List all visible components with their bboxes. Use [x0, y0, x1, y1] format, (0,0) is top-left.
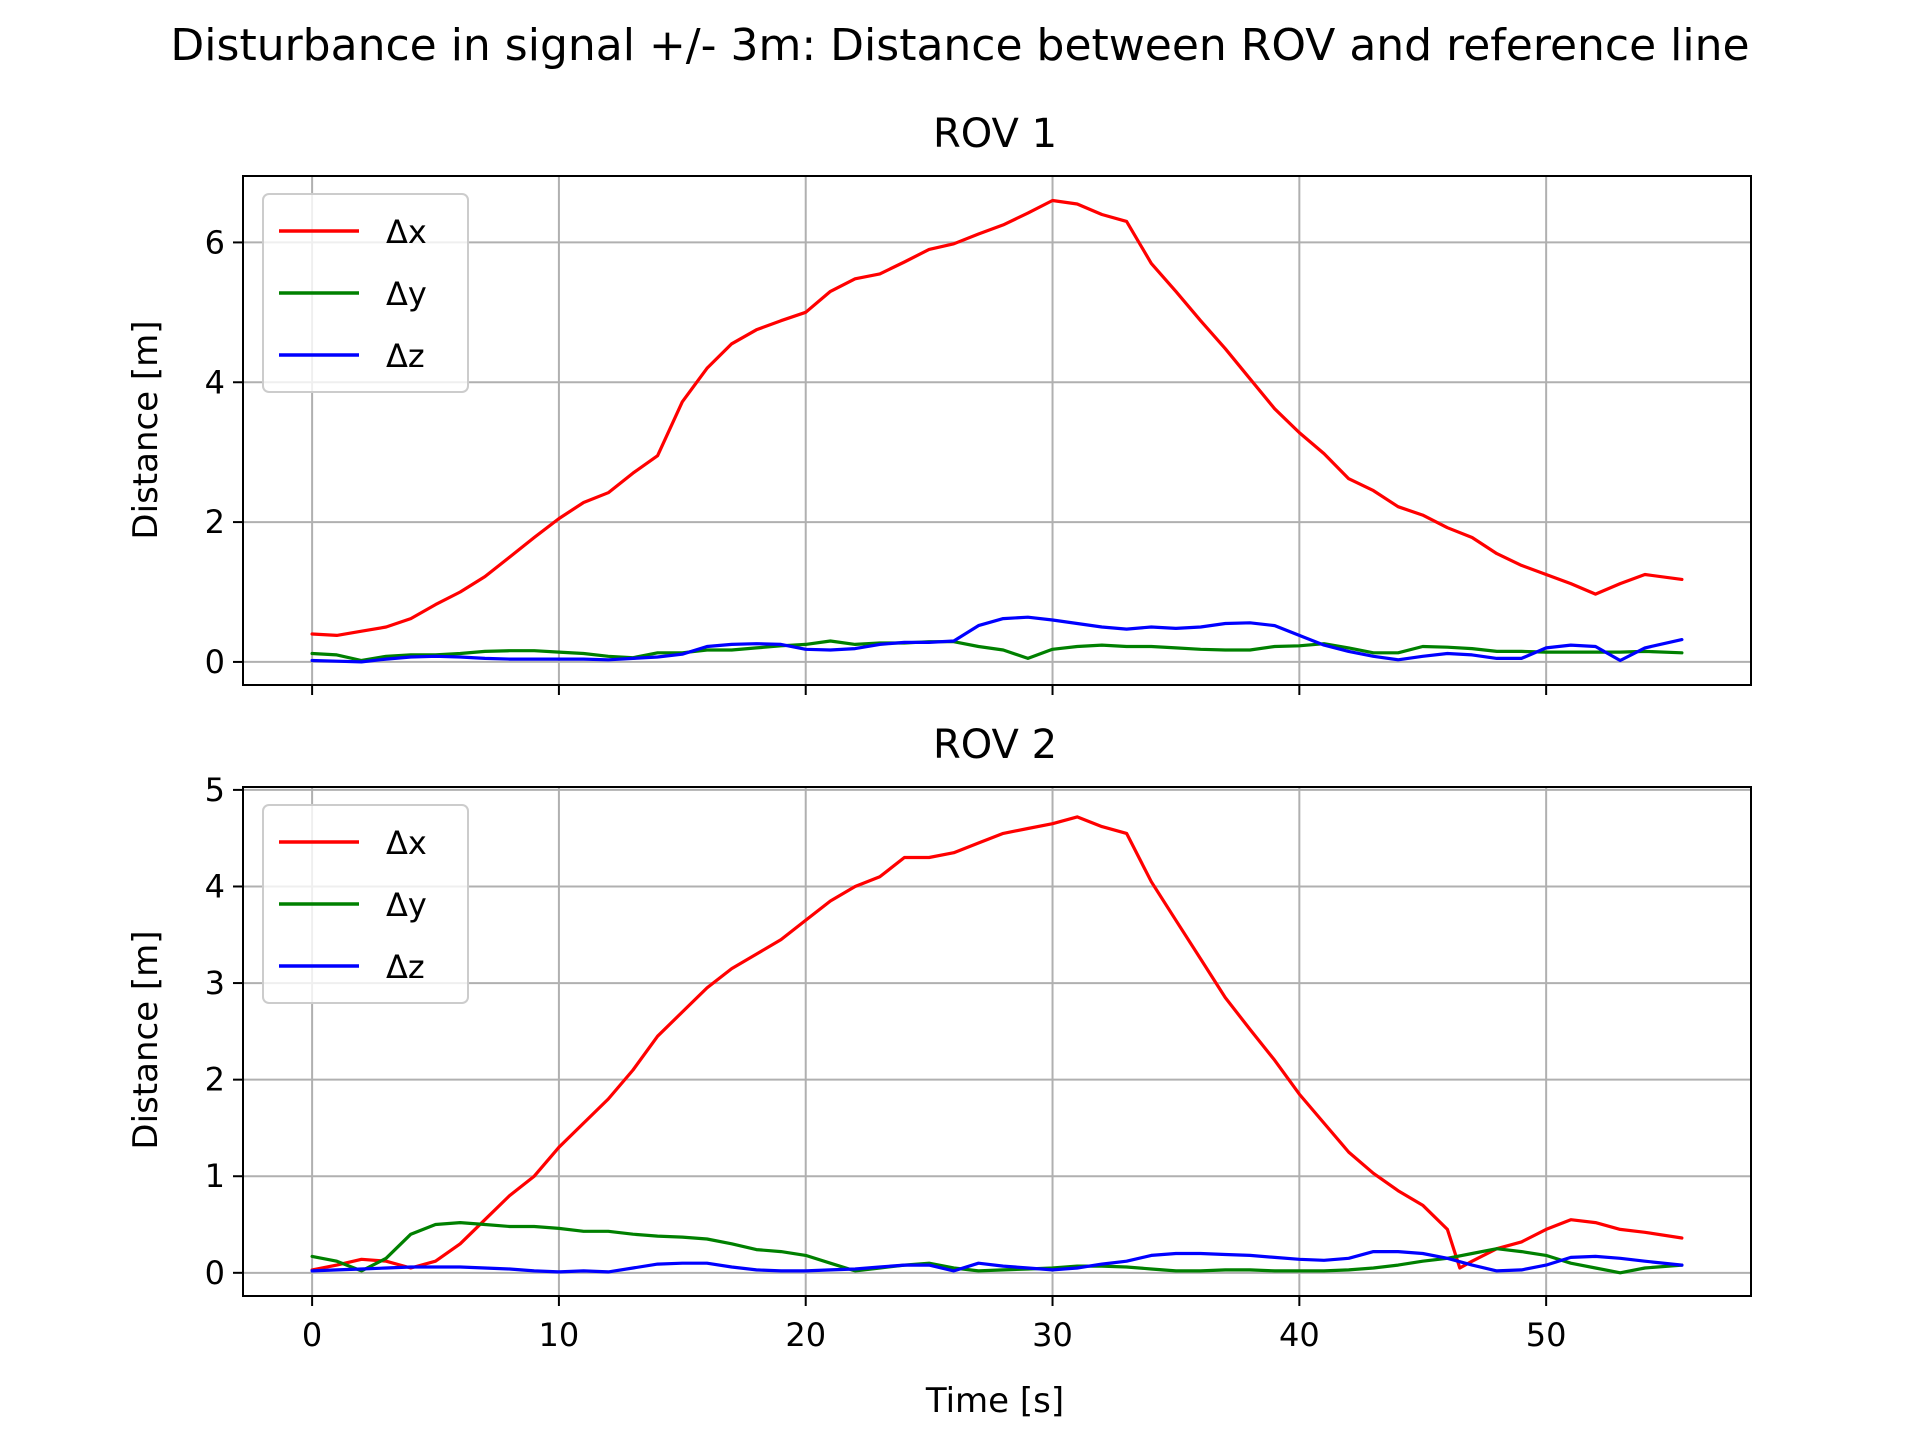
series-line-Δx	[310, 198, 1684, 638]
series-lines-rov1	[310, 198, 1684, 664]
legend-label-Δz: Δz	[386, 337, 425, 375]
x-tick-label: 10	[539, 1316, 580, 1354]
legend-rov2: Δx Δy Δz	[262, 804, 469, 1004]
y-tick-label: 2	[205, 503, 225, 541]
x-axis-label: Time [s]	[925, 1381, 1064, 1421]
gridlines-rov1	[243, 176, 1751, 685]
y-tick-label: 0	[205, 643, 225, 681]
x-tick-label: 40	[1279, 1316, 1320, 1354]
x-tick-label: 30	[1032, 1316, 1073, 1354]
figure-suptitle: Disturbance in signal +/- 3m: Distance b…	[170, 20, 1750, 71]
legend-box	[262, 193, 469, 393]
ticks-rov1: 0 2 4 6	[205, 223, 1548, 695]
legend-rov1: Δx Δy Δz	[262, 193, 469, 393]
plot-frame-rov2	[242, 786, 1752, 1297]
y-tick-label: 0	[205, 1254, 225, 1292]
y-tick-label: 6	[205, 223, 225, 261]
legend-label-Δz: Δz	[386, 948, 425, 986]
subplot-rov1: ROV 1 Distance [m] 0 2 4 6 Δx Δy Δz	[126, 111, 1752, 695]
series-lines-rov2	[310, 815, 1684, 1275]
gridlines-rov2	[243, 787, 1751, 1296]
ticks-rov2: 0 10 20 30 40 50 0 1 2 3 4 5	[205, 771, 1567, 1354]
legend-box	[262, 804, 469, 1004]
series-line-Δz	[310, 615, 1684, 664]
y-tick-label: 5	[205, 771, 225, 809]
y-tick-label: 3	[205, 964, 225, 1002]
series-line-Δz	[310, 1249, 1684, 1274]
x-tick-label: 20	[785, 1316, 826, 1354]
y-axis-label-rov1: Distance [m]	[126, 320, 166, 539]
y-axis-label-rov2: Distance [m]	[126, 930, 166, 1149]
legend-label-Δy: Δy	[386, 275, 427, 313]
legend-label-Δx: Δx	[386, 824, 427, 862]
y-tick-label: 1	[205, 1157, 225, 1195]
legend-label-Δx: Δx	[386, 213, 427, 251]
y-tick-label: 4	[205, 867, 225, 905]
legend-label-Δy: Δy	[386, 886, 427, 924]
x-tick-label: 0	[302, 1316, 322, 1354]
plot-frame-rov1	[242, 175, 1752, 686]
series-line-Δx	[310, 815, 1684, 1272]
subplot-title-rov2: ROV 2	[933, 722, 1057, 768]
subplot-title-rov1: ROV 1	[933, 111, 1057, 157]
series-line-Δy	[310, 639, 1684, 663]
y-tick-label: 4	[205, 363, 225, 401]
x-tick-label: 50	[1526, 1316, 1567, 1354]
y-tick-label: 2	[205, 1061, 225, 1099]
